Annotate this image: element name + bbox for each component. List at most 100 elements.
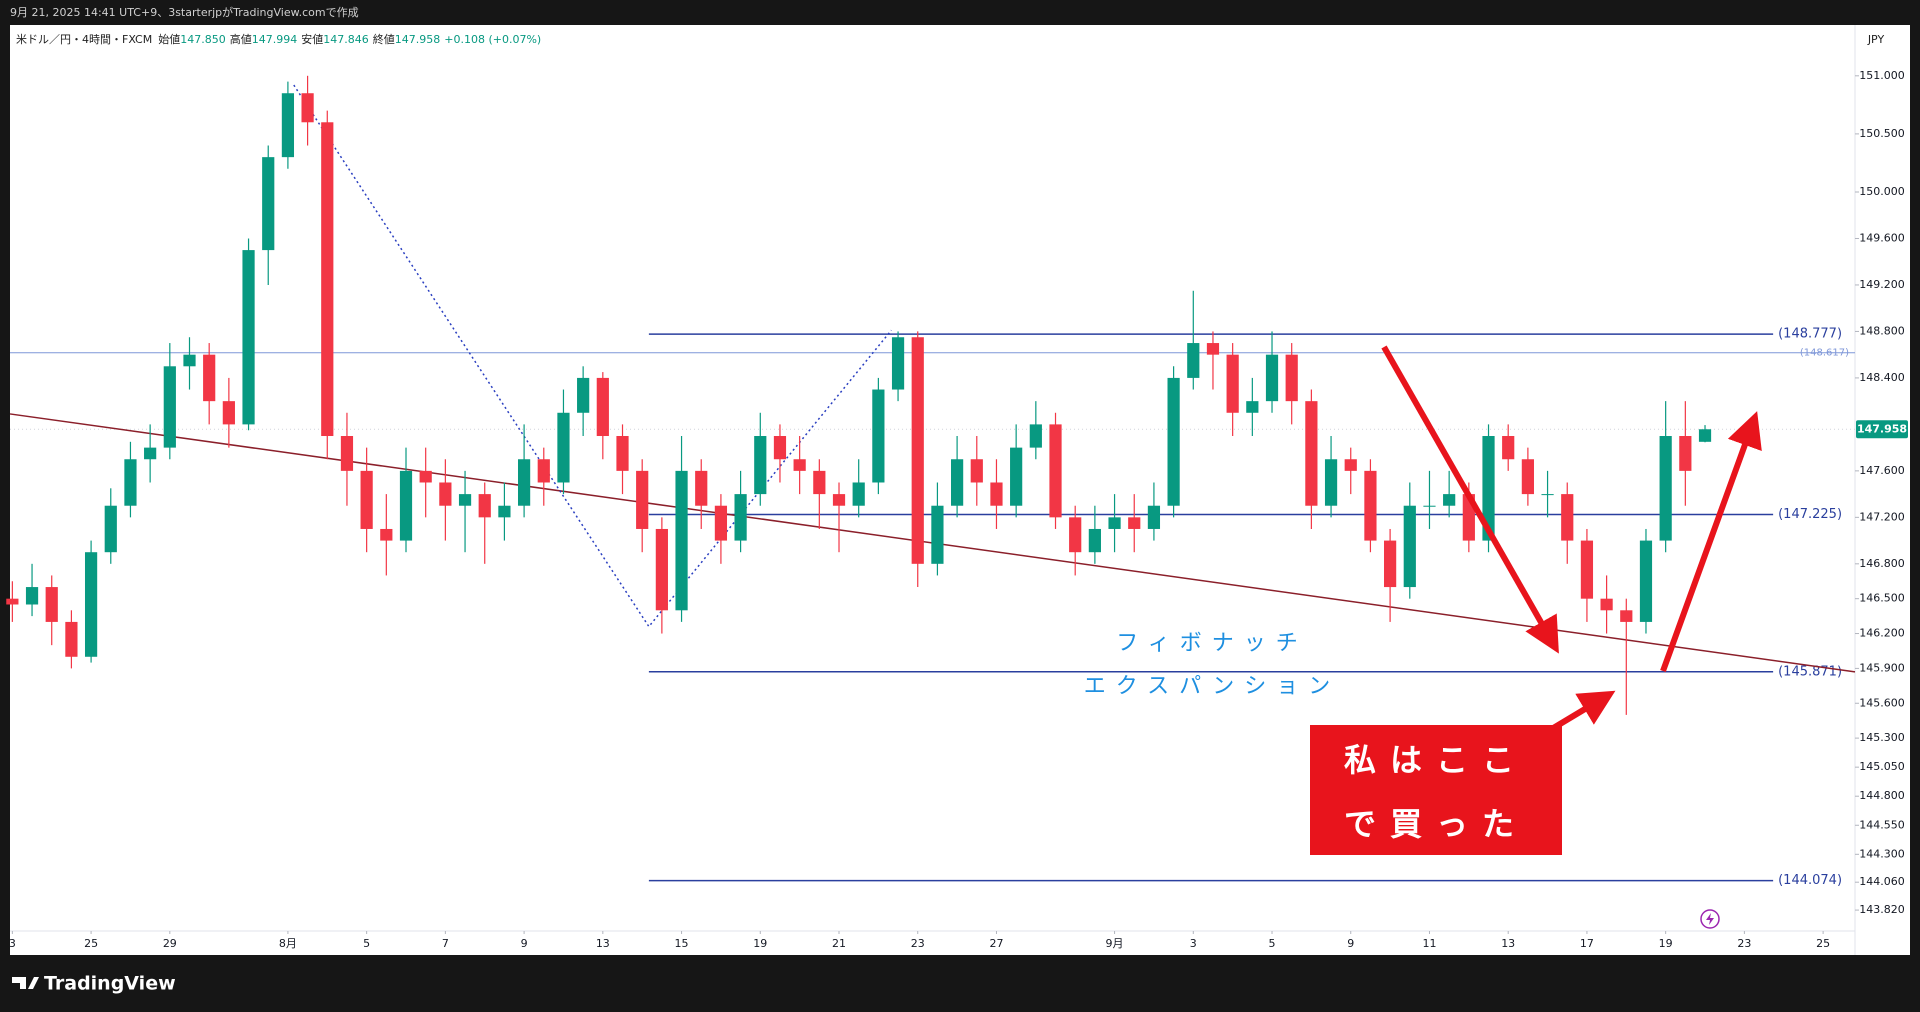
candle-body	[1541, 494, 1554, 496]
legend-value: 147.958	[394, 33, 441, 46]
logo-mark	[12, 977, 39, 989]
candle-body	[714, 505, 728, 541]
legend-label: 高値	[229, 33, 252, 46]
y-tick-label: 149.200	[1859, 278, 1905, 291]
candle-body	[1010, 447, 1023, 506]
candle-body	[1423, 505, 1436, 507]
candle-body	[872, 389, 885, 483]
x-tick-label: 3	[9, 937, 16, 950]
candle-body	[734, 494, 747, 541]
candle-body	[1088, 528, 1101, 553]
x-tick-label: 17	[1580, 937, 1594, 950]
candle-body	[1502, 436, 1515, 460]
y-tick-label: 150.000	[1859, 185, 1905, 198]
candle-body	[1698, 429, 1712, 442]
candle-body	[754, 436, 767, 495]
candle-body	[1206, 343, 1220, 355]
x-tick-label: 9月	[1106, 937, 1124, 950]
candle-body	[577, 377, 590, 413]
candle-body	[616, 436, 629, 471]
candle-body	[124, 459, 137, 506]
candle-body	[360, 470, 373, 529]
x-tick-label: 21	[832, 937, 846, 950]
candle-body	[498, 505, 511, 518]
y-tick-label: 146.500	[1859, 592, 1905, 605]
legend: 米ドル／円・4時間・FXCM 始値147.850 高値147.994 安値147.84…	[16, 31, 545, 47]
candle-body	[1482, 436, 1495, 541]
candle-body	[951, 459, 964, 506]
candle-body	[1364, 470, 1377, 541]
candle-body	[1226, 354, 1239, 413]
x-tick-label: 25	[1816, 937, 1830, 950]
candle-body	[1639, 540, 1653, 622]
legend-value: 147.994	[251, 33, 298, 46]
candle-body	[655, 528, 668, 611]
candle-body	[695, 470, 708, 506]
x-tick-label: 29	[163, 937, 177, 950]
candle-body	[262, 157, 275, 251]
candle-body	[1324, 459, 1338, 506]
candle-body	[1580, 540, 1594, 599]
legend-label: 安値	[301, 33, 324, 46]
annotation-text: エクスパンション	[1084, 674, 1340, 699]
y-tick-label: 149.600	[1859, 231, 1905, 244]
candle-body	[1049, 424, 1062, 518]
candle-body	[675, 470, 688, 611]
x-tick-label: 5	[363, 937, 370, 950]
legend-value: 147.846	[323, 33, 369, 46]
y-tick-label: 148.800	[1859, 324, 1905, 337]
x-tick-label: 7	[442, 937, 449, 950]
x-tick-label: 23	[1737, 937, 1751, 950]
horizontal-line-label: (148.617)	[1800, 348, 1849, 359]
x-tick-label: 13	[596, 937, 610, 950]
legend-value: 147.850	[180, 33, 226, 46]
y-tick-label: 145.900	[1859, 661, 1905, 674]
candle-body	[65, 621, 78, 657]
candle-body	[399, 470, 413, 541]
y-tick-label: 143.820	[1859, 903, 1905, 916]
last-price-box	[1856, 420, 1908, 439]
last-price-label: 147.958	[1857, 422, 1907, 435]
candle-body	[1521, 459, 1534, 495]
candle-body	[557, 412, 570, 483]
candle-body	[380, 528, 393, 541]
candle-body	[596, 377, 609, 437]
candle-body	[1600, 598, 1613, 611]
candle-body	[1285, 354, 1298, 402]
alert-icon[interactable]	[1700, 909, 1720, 929]
y-tick-label: 151.000	[1859, 69, 1905, 82]
y-tick-label: 145.050	[1859, 760, 1905, 773]
y-tick-label: 147.600	[1859, 464, 1905, 477]
fib-path	[293, 84, 892, 628]
y-tick-label: 145.300	[1859, 731, 1905, 744]
candle-body	[340, 436, 354, 471]
candle-body	[222, 401, 235, 425]
candle-body	[911, 337, 924, 564]
x-tick-label: 23	[911, 937, 925, 950]
candle-body	[970, 459, 983, 483]
candle-body	[1029, 424, 1042, 448]
callout-text: で買った	[1344, 805, 1528, 843]
y-tick-label: 148.400	[1859, 371, 1905, 384]
candle-body	[891, 337, 905, 390]
candle-body	[1384, 540, 1397, 588]
footer-brand: TradingView	[44, 973, 176, 995]
candle-body	[419, 470, 432, 483]
x-tick-label: 5	[1269, 937, 1276, 950]
currency: JPY	[1867, 33, 1885, 46]
alert-icon-bolt	[1706, 913, 1714, 925]
x-tick-label: 27	[989, 937, 1003, 950]
y-tick-label: 144.550	[1859, 818, 1905, 831]
candle-body	[852, 482, 865, 506]
candle-body	[45, 587, 58, 622]
candle-body	[1403, 505, 1416, 588]
candle-body	[1305, 401, 1318, 506]
x-tick-label: 3	[1190, 937, 1197, 950]
candle-body	[301, 93, 314, 123]
y-tick-label: 144.060	[1859, 875, 1905, 888]
candle-body	[439, 482, 452, 506]
candle-body	[203, 354, 216, 402]
fib-level-label: (147.225)	[1778, 507, 1842, 522]
y-tick-label: 145.600	[1859, 696, 1905, 709]
